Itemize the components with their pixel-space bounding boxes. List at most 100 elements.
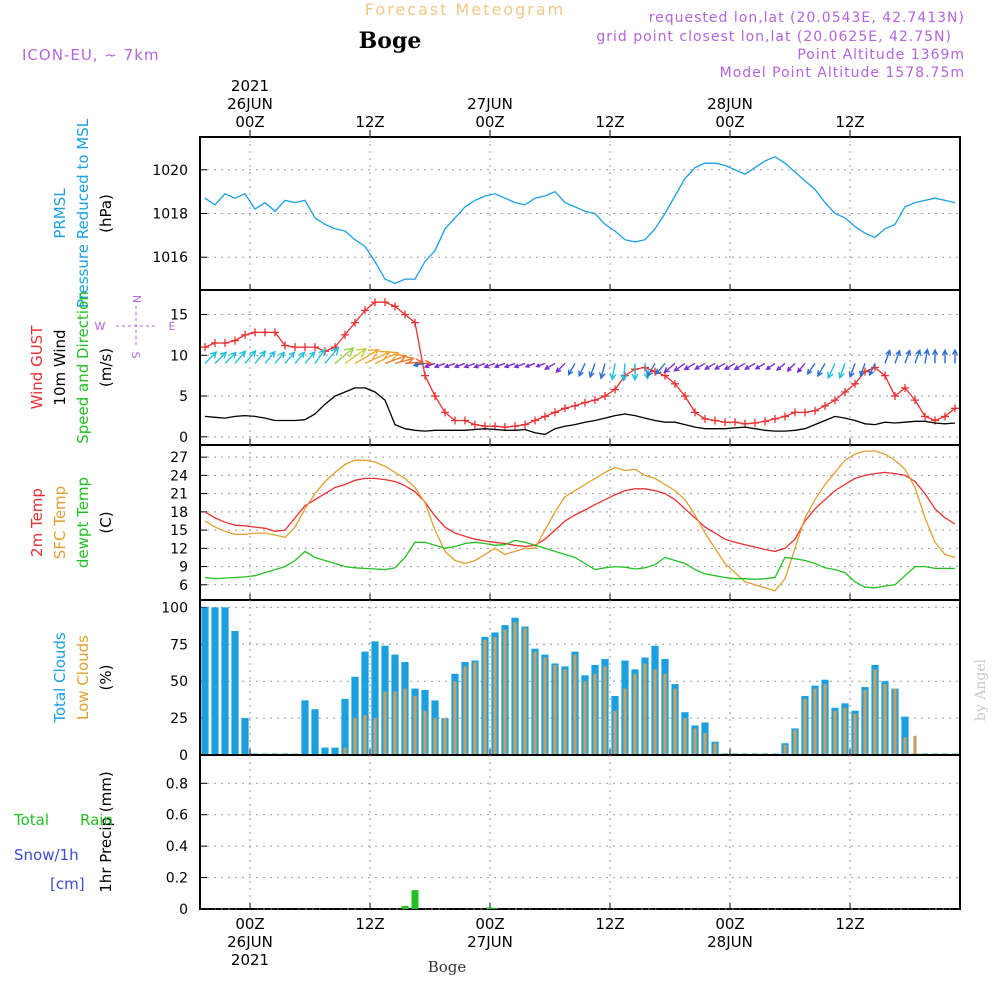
panel-clouds: 0 25 50 75 100 Total Clouds Low Clouds (%)	[51, 599, 961, 764]
wind-arrow	[817, 363, 826, 378]
gust-marker	[381, 298, 389, 307]
compass-rose: N S W E	[95, 295, 176, 359]
y-axis-label: Wind GUST	[28, 325, 46, 410]
y-tick-label: 6	[179, 578, 188, 594]
forecast-title: Forecast Meteogram	[365, 0, 565, 19]
wind-arrow	[588, 363, 596, 379]
gust-marker	[731, 418, 739, 427]
low-cloud-bar	[473, 662, 477, 755]
y-axis-label: 2m Temp	[28, 488, 46, 557]
wind-arrow	[294, 351, 306, 364]
gust-marker	[301, 343, 309, 352]
y-tick-label: 1018	[152, 207, 188, 223]
low-cloud-bar	[713, 743, 717, 755]
low-cloud-bar	[513, 622, 517, 755]
low-cloud-bar	[443, 718, 447, 755]
wind-arrow	[647, 363, 656, 378]
gust-marker	[711, 416, 719, 425]
wind-arrow	[723, 362, 736, 370]
gust-marker	[751, 418, 759, 427]
low-cloud-bar	[503, 629, 507, 755]
wind-arrow	[567, 363, 576, 376]
wind-arrow	[384, 353, 408, 365]
gust-marker	[841, 387, 849, 396]
gust-marker	[391, 302, 399, 311]
wind-arrow	[765, 362, 776, 371]
gust-marker	[421, 371, 429, 380]
legend-snow-unit: [cm]	[50, 875, 85, 893]
low-cloud-bar	[413, 695, 417, 755]
wind-arrow	[244, 349, 257, 364]
gust-marker	[201, 343, 209, 352]
gust-marker	[581, 398, 589, 407]
low-cloud-bar	[553, 664, 557, 755]
bottom-time-label: 28JUN	[707, 933, 753, 951]
gust-marker	[351, 318, 359, 327]
series-line	[204, 539, 955, 589]
low-cloud-bar	[603, 666, 607, 755]
wind-arrow	[513, 362, 526, 369]
top-time-label: 28JUN	[707, 95, 753, 113]
low-cloud-bar	[793, 729, 797, 755]
compass-west: W	[95, 320, 106, 333]
wind-arrow	[733, 362, 746, 371]
low-cloud-bar	[403, 688, 407, 755]
series-line	[204, 301, 956, 428]
panel-pressure: 1016 1018 1020 PRMSL Pressure Reduced to MSL…	[51, 118, 961, 308]
wind-arrow	[344, 347, 368, 364]
bottom-time-label: 00Z	[715, 915, 744, 933]
legend-snow: Snow/1h	[14, 846, 79, 864]
wind-arrow	[284, 351, 296, 364]
total-cloud-bar	[221, 607, 229, 755]
low-cloud-bar	[813, 688, 817, 755]
gust-marker	[901, 383, 909, 392]
wind-arrow	[453, 362, 466, 369]
gust-marker	[811, 406, 819, 415]
low-cloud-bar	[843, 707, 847, 755]
gust-marker	[541, 412, 549, 421]
wind-arrow	[443, 362, 456, 369]
wind-arrow	[894, 349, 901, 364]
wind-arrow	[599, 363, 606, 380]
gust-marker	[681, 392, 689, 401]
y-axis-label: (hPa)	[97, 194, 115, 233]
gust-marker	[561, 404, 569, 413]
low-cloud-bar	[523, 628, 527, 755]
gust-marker	[411, 318, 419, 327]
gust-marker	[761, 417, 769, 426]
wind-arrow	[234, 349, 247, 364]
wind-arrow	[433, 362, 446, 369]
gust-marker	[471, 420, 479, 429]
low-cloud-bar	[353, 718, 357, 755]
y-tick-label: 10	[170, 348, 188, 364]
model-altitude: Model Point Altitude 1578.75m	[720, 65, 965, 81]
low-cloud-bar	[613, 710, 617, 755]
low-cloud-bar	[493, 636, 497, 755]
y-tick-label: 0	[179, 748, 188, 764]
wind-arrow	[314, 348, 326, 364]
low-cloud-bar	[703, 732, 707, 755]
wind-arrow	[394, 356, 416, 365]
low-cloud-bar	[393, 691, 397, 755]
wind-arrow	[914, 348, 922, 364]
gust-marker	[661, 371, 669, 380]
low-cloud-bar	[663, 673, 667, 755]
wind-arrow	[609, 363, 617, 382]
wind-arrow	[683, 362, 696, 371]
y-tick-label: 15	[170, 523, 188, 539]
gust-marker	[211, 339, 219, 348]
wind-arrow	[334, 347, 355, 364]
low-cloud-bar	[863, 690, 867, 755]
low-cloud-bar	[853, 713, 857, 755]
bottom-time-label: 26JUN	[227, 933, 273, 951]
low-cloud-bar	[823, 684, 827, 755]
wind-arrow	[655, 362, 666, 376]
wind-arrow	[324, 346, 340, 364]
wind-arrow	[931, 348, 939, 364]
wind-arrow	[254, 349, 267, 364]
panel-frame	[199, 289, 961, 446]
y-tick-label: 0.4	[166, 839, 188, 855]
wind-arrow	[274, 351, 286, 364]
low-cloud-bar	[913, 735, 917, 755]
